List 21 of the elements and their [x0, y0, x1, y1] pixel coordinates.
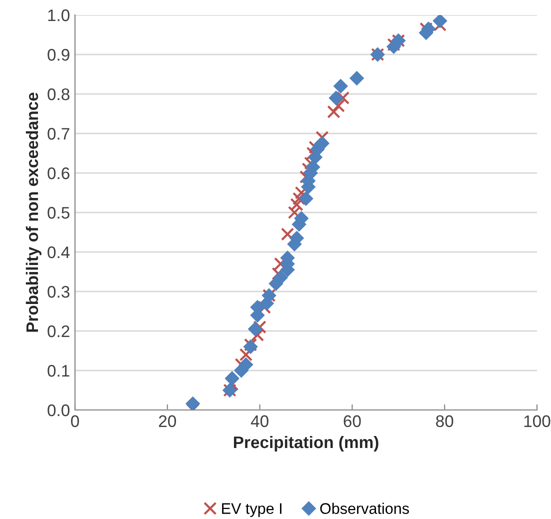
y-tick-label: 0.3 — [48, 286, 70, 298]
legend-label: Observations — [320, 502, 409, 514]
y-tick-label: 0.2 — [48, 325, 70, 338]
y-tick-label: 0.0 — [48, 404, 70, 416]
legend-label: EV type I — [222, 503, 282, 517]
y-tick-label: 0.7 — [48, 128, 70, 140]
x-tick-label: 20 — [158, 415, 176, 428]
y-tick-label: 0.9 — [48, 48, 70, 61]
x-tick-label: 100 — [524, 415, 550, 428]
y-tick-label: 0.4 — [48, 246, 70, 258]
y-tick-label: 1.0 — [48, 9, 70, 22]
x-axis-title: Precipitation (mm) — [234, 436, 378, 452]
x-tick-label: 40 — [250, 415, 268, 428]
x-tick-label: 60 — [344, 415, 361, 428]
y-tick-label: 0.5 — [48, 206, 70, 219]
y-tick-label: 0.8 — [48, 88, 70, 100]
x-tick-label: 80 — [436, 415, 454, 428]
y-tick-label: 0.6 — [48, 167, 70, 180]
x-tick-label: 0 — [71, 415, 79, 428]
y-axis-title: Probability of non exceedance — [26, 92, 42, 332]
y-tick-label: 0.1 — [48, 364, 70, 377]
